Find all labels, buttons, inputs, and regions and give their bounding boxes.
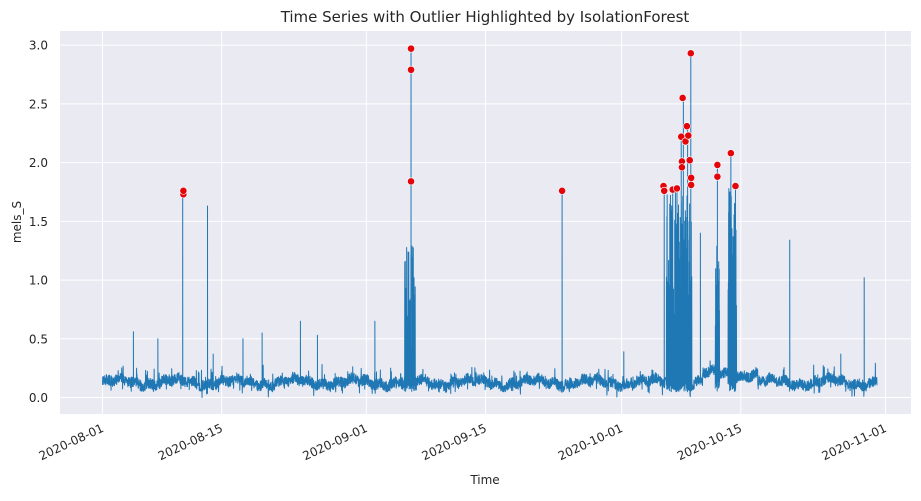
series-line bbox=[102, 48, 878, 399]
x-axis-label: Time bbox=[469, 473, 499, 487]
outlier-point bbox=[686, 49, 695, 58]
outlier-point bbox=[407, 65, 415, 74]
chart-title: Time Series with Outlier Highlighted by … bbox=[280, 8, 690, 26]
outlier-point bbox=[684, 131, 693, 140]
outlier-point bbox=[179, 186, 188, 195]
outlier-points bbox=[179, 44, 740, 199]
outlier-point bbox=[687, 173, 696, 182]
y-tick-label: 2.5 bbox=[29, 97, 48, 111]
y-tick-label: 1.5 bbox=[29, 215, 48, 229]
outlier-point bbox=[713, 172, 722, 181]
y-tick-label: 0.5 bbox=[29, 332, 48, 346]
y-tick-label: 0.0 bbox=[29, 391, 48, 405]
outlier-point bbox=[558, 186, 566, 195]
y-axis-label: mels_S bbox=[10, 201, 24, 243]
series-line-group bbox=[102, 48, 878, 399]
outlier-point bbox=[407, 177, 415, 186]
y-axis-ticks: 0.0 0.5 1.0 1.5 2.0 2.5 3.0 bbox=[29, 39, 48, 405]
outlier-point bbox=[407, 44, 415, 53]
outlier-point bbox=[726, 149, 735, 158]
outlier-point bbox=[731, 182, 740, 190]
outlier-point bbox=[673, 184, 681, 193]
y-tick-label: 1.0 bbox=[29, 274, 48, 288]
outlier-point bbox=[678, 94, 687, 102]
outlier-point bbox=[678, 163, 686, 172]
y-tick-label: 3.0 bbox=[29, 39, 48, 53]
outlier-point bbox=[713, 161, 722, 169]
outlier-point bbox=[660, 186, 669, 195]
outlier-point bbox=[683, 122, 691, 131]
grid bbox=[60, 31, 911, 414]
outlier-point bbox=[685, 156, 694, 165]
outlier-point bbox=[687, 181, 696, 189]
y-tick-label: 2.0 bbox=[29, 156, 48, 170]
